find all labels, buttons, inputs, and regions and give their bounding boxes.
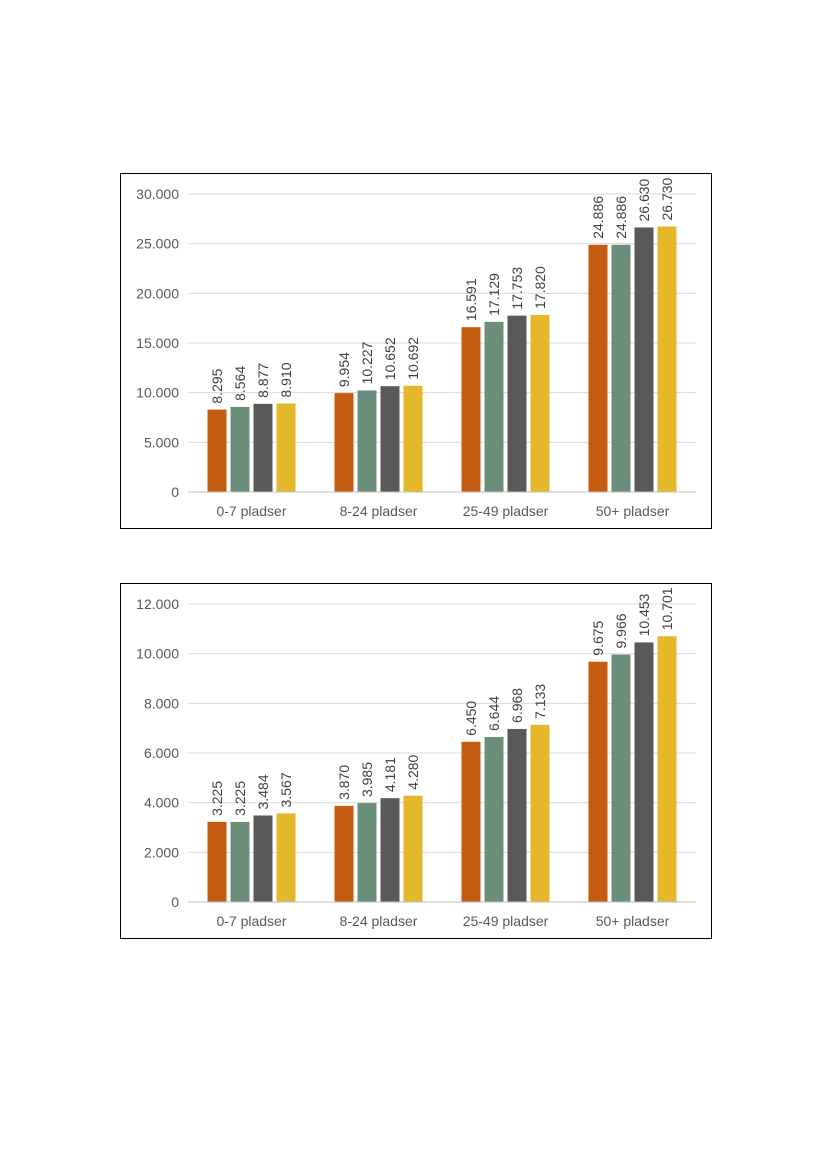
bar — [484, 737, 504, 902]
data-label: 8.564 — [232, 366, 248, 401]
data-label: 3.484 — [255, 774, 271, 809]
bar — [530, 314, 550, 492]
x-tick-label: 25-49 pladser — [463, 913, 549, 929]
y-tick-label: 6.000 — [144, 745, 179, 761]
data-label: 26.730 — [659, 177, 675, 220]
y-tick-label: 2.000 — [144, 844, 179, 860]
data-label: 4.280 — [405, 754, 421, 789]
bar — [484, 321, 504, 492]
bar — [611, 654, 631, 902]
y-tick-label: 10.000 — [136, 646, 179, 662]
y-tick-label: 12.000 — [136, 596, 179, 612]
y-tick-label: 0 — [171, 894, 179, 910]
data-label: 8.877 — [255, 363, 271, 398]
data-label: 10.652 — [382, 337, 398, 380]
data-label: 3.225 — [232, 781, 248, 816]
bar — [530, 724, 550, 902]
bar — [276, 813, 296, 902]
y-tick-label: 30.000 — [136, 186, 179, 202]
bar — [403, 385, 423, 492]
chart-1: 0 5.000 10.000 15.000 20.000 25.000 30.000 8.29… — [120, 173, 712, 529]
x-tick-label: 8-24 pladser — [340, 913, 418, 929]
bar — [207, 821, 227, 902]
bar — [380, 386, 400, 492]
data-label: 6.450 — [463, 701, 479, 736]
y-tick-label: 0 — [171, 484, 179, 500]
bar — [657, 636, 677, 902]
chart-1-plot: 0 5.000 10.000 15.000 20.000 25.000 30.000 8.29… — [136, 177, 696, 519]
x-tick-label: 0-7 pladser — [216, 913, 286, 929]
data-label: 24.886 — [613, 196, 629, 239]
bar — [588, 244, 608, 492]
data-label: 17.129 — [486, 273, 502, 316]
bar — [634, 227, 654, 492]
y-tick-label: 25.000 — [136, 236, 179, 252]
y-tick-label: 5.000 — [144, 434, 179, 450]
data-label: 3.567 — [278, 772, 294, 807]
data-label: 24.886 — [590, 196, 606, 239]
bar — [334, 805, 354, 902]
data-label: 9.966 — [613, 613, 629, 648]
bar — [230, 821, 250, 902]
y-tick-label: 10.000 — [136, 385, 179, 401]
data-label: 10.453 — [636, 593, 652, 636]
data-label: 3.985 — [359, 762, 375, 797]
data-label: 10.701 — [659, 587, 675, 630]
data-label: 26.630 — [636, 178, 652, 221]
bar — [253, 403, 273, 492]
bar — [657, 226, 677, 492]
x-tick-label: 8-24 pladser — [340, 503, 418, 519]
data-label: 7.133 — [532, 684, 548, 719]
data-label: 17.753 — [509, 267, 525, 310]
x-tick-label: 50+ pladser — [596, 913, 670, 929]
bar — [207, 409, 227, 492]
y-tick-label: 4.000 — [144, 795, 179, 811]
bar — [507, 315, 527, 492]
data-label: 8.295 — [209, 368, 225, 403]
y-tick-label: 20.000 — [136, 285, 179, 301]
bar — [357, 390, 377, 492]
bar — [357, 803, 377, 902]
y-tick-label: 15.000 — [136, 335, 179, 351]
bar — [611, 244, 631, 492]
data-label: 10.692 — [405, 337, 421, 380]
bar — [507, 728, 527, 902]
data-label: 3.225 — [209, 781, 225, 816]
chart-2-plot: 0 2.000 4.000 6.000 8.000 10.000 12.000 3.225 3.… — [136, 587, 696, 929]
data-label: 8.910 — [278, 362, 294, 397]
bar — [334, 393, 354, 492]
data-label: 3.870 — [336, 765, 352, 800]
x-tick-label: 50+ pladser — [596, 503, 670, 519]
bar — [403, 795, 423, 902]
data-label: 10.227 — [359, 341, 375, 384]
bar — [380, 798, 400, 902]
bar — [461, 327, 481, 492]
data-label: 4.181 — [382, 757, 398, 792]
data-label: 6.644 — [486, 696, 502, 731]
chart-2: 0 2.000 4.000 6.000 8.000 10.000 12.000 3.225 3.… — [120, 583, 712, 939]
data-label: 6.968 — [509, 688, 525, 723]
data-label: 17.820 — [532, 266, 548, 309]
bar — [276, 403, 296, 492]
data-label: 16.591 — [463, 278, 479, 321]
x-tick-label: 0-7 pladser — [216, 503, 286, 519]
bar — [253, 815, 273, 902]
bar — [461, 741, 481, 902]
y-tick-label: 8.000 — [144, 695, 179, 711]
bar — [588, 661, 608, 902]
data-label: 9.954 — [336, 352, 352, 387]
bar — [230, 406, 250, 492]
bar — [634, 642, 654, 902]
data-label: 9.675 — [590, 620, 606, 655]
x-tick-label: 25-49 pladser — [463, 503, 549, 519]
